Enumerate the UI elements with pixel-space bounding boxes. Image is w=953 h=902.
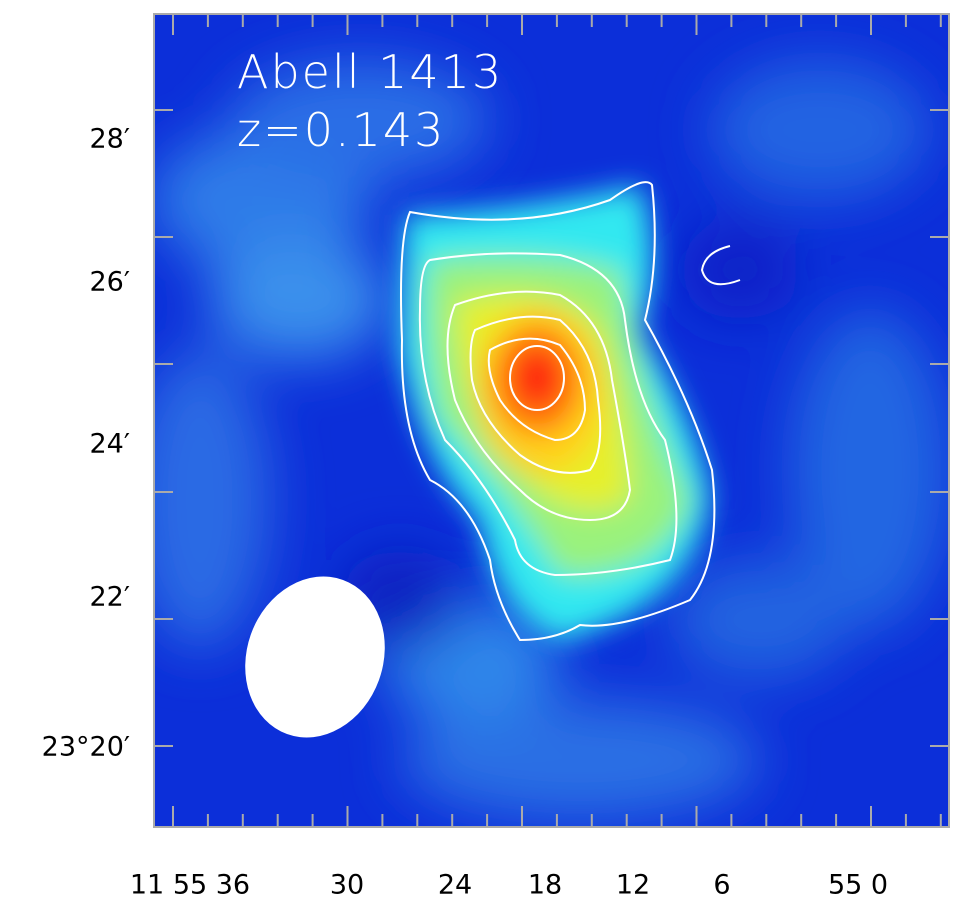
intensity-map: Abell 1413 z=0.143 (155, 15, 948, 826)
redshift: z=0.143 (237, 103, 445, 157)
y-tick-label: 26′ (90, 267, 131, 298)
x-ticks (172, 15, 942, 826)
x-tick-label: 24 (438, 870, 472, 901)
beam (245, 576, 385, 738)
cluster-name: Abell 1413 (237, 45, 503, 99)
frame (153, 13, 950, 828)
x-tick-label: 30 (330, 870, 364, 901)
contours (400, 181, 741, 642)
y-tick-label: 22′ (90, 582, 131, 613)
x-tick-label: 55 0 (828, 870, 888, 901)
x-tick-label: 18 (528, 870, 562, 901)
x-tick-label: 12 (616, 870, 650, 901)
y-tick-label: 23°20′ (42, 732, 130, 763)
ticks (155, 109, 948, 747)
x-tick-label: 6 (713, 870, 730, 901)
y-tick-label: 28′ (90, 124, 131, 155)
y-tick-label: 24′ (90, 429, 131, 460)
x-tick-label: 11 55 36 (130, 870, 250, 901)
